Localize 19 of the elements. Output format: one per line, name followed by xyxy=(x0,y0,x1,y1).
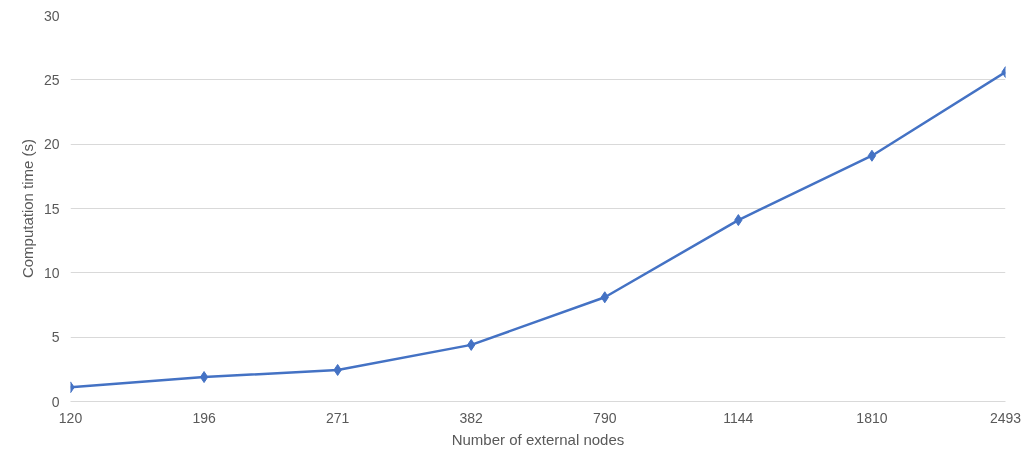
y-axis-title: Computation time (s) xyxy=(18,138,36,279)
y-tick-label: 15 xyxy=(43,200,60,217)
y-tick-label: 10 xyxy=(43,264,60,281)
x-tick-label: 1810 xyxy=(856,409,888,426)
y-tick-label: 25 xyxy=(43,71,60,88)
y-tick-label: 5 xyxy=(51,329,60,346)
x-tick-label: 2493 xyxy=(989,409,1022,426)
y-tick-label: 0 xyxy=(51,393,60,410)
x-tick-label: 1144 xyxy=(723,409,754,426)
x-tick-label: 382 xyxy=(459,409,484,426)
point xyxy=(199,371,209,384)
x-tick-label: 271 xyxy=(325,409,350,426)
x-tick-label: 790 xyxy=(593,409,617,426)
y-tick-label: 20 xyxy=(43,136,60,153)
x-tick-label: 196 xyxy=(192,409,216,426)
x-tick-label: 120 xyxy=(58,409,83,426)
x-axis-title: Number of external nodes xyxy=(451,430,625,448)
y-tick-label: 30 xyxy=(43,7,60,24)
point xyxy=(867,149,877,162)
